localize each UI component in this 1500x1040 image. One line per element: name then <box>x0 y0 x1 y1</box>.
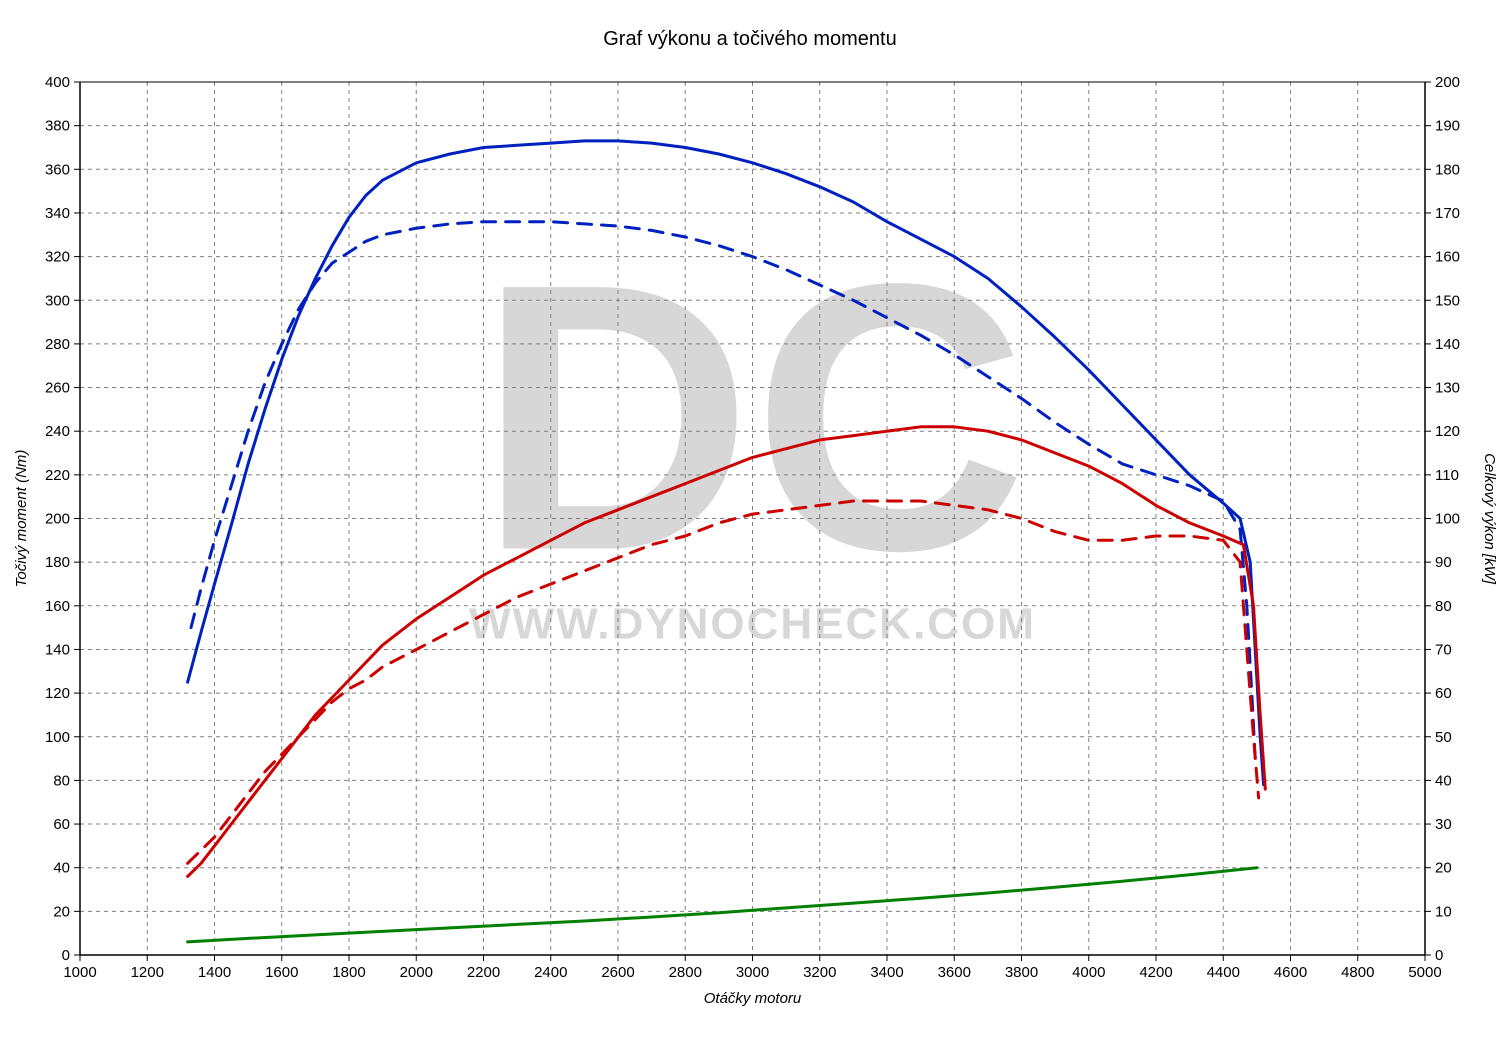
svg-text:4400: 4400 <box>1207 964 1240 981</box>
svg-text:3400: 3400 <box>870 964 903 981</box>
svg-text:2600: 2600 <box>601 964 634 981</box>
svg-text:140: 140 <box>1435 336 1460 353</box>
svg-text:3600: 3600 <box>938 964 971 981</box>
svg-text:120: 120 <box>1435 423 1460 440</box>
svg-text:1800: 1800 <box>332 964 365 981</box>
svg-text:200: 200 <box>45 511 70 528</box>
svg-text:160: 160 <box>45 598 70 615</box>
svg-text:360: 360 <box>45 161 70 178</box>
svg-text:10: 10 <box>1435 903 1452 920</box>
svg-text:200: 200 <box>1435 74 1460 91</box>
svg-text:1200: 1200 <box>131 964 164 981</box>
x-axis-label: Otáčky motoru <box>704 990 802 1007</box>
svg-text:2000: 2000 <box>400 964 433 981</box>
svg-text:180: 180 <box>1435 161 1460 178</box>
svg-text:4800: 4800 <box>1341 964 1374 981</box>
svg-text:5000: 5000 <box>1408 964 1441 981</box>
svg-text:4600: 4600 <box>1274 964 1307 981</box>
svg-text:50: 50 <box>1435 729 1452 746</box>
svg-text:130: 130 <box>1435 380 1460 397</box>
svg-text:40: 40 <box>1435 772 1452 789</box>
svg-text:1600: 1600 <box>265 964 298 981</box>
series-losses <box>188 868 1257 942</box>
svg-text:3000: 3000 <box>736 964 769 981</box>
svg-text:1400: 1400 <box>198 964 231 981</box>
svg-text:240: 240 <box>45 423 70 440</box>
y-axis-right-label: Celkový výkon [kW] <box>1481 453 1498 585</box>
svg-text:90: 90 <box>1435 554 1452 571</box>
y-axis-left-label: Točivý moment (Nm) <box>13 450 30 588</box>
chart-title: Graf výkonu a točivého momentu <box>0 28 1500 51</box>
svg-text:340: 340 <box>45 205 70 222</box>
svg-text:WWW.DYNOCHECK.COM: WWW.DYNOCHECK.COM <box>469 600 1036 649</box>
svg-text:260: 260 <box>45 380 70 397</box>
svg-text:380: 380 <box>45 118 70 135</box>
grid <box>80 82 1425 955</box>
svg-text:190: 190 <box>1435 118 1460 135</box>
svg-text:2400: 2400 <box>534 964 567 981</box>
svg-text:3200: 3200 <box>803 964 836 981</box>
svg-text:100: 100 <box>1435 511 1460 528</box>
svg-text:220: 220 <box>45 467 70 484</box>
svg-text:4000: 4000 <box>1072 964 1105 981</box>
svg-text:400: 400 <box>45 74 70 91</box>
svg-text:120: 120 <box>45 685 70 702</box>
svg-text:100: 100 <box>45 729 70 746</box>
svg-text:110: 110 <box>1435 467 1459 484</box>
svg-text:300: 300 <box>45 292 70 309</box>
svg-text:140: 140 <box>45 641 70 658</box>
dyno-chart: DCWWW.DYNOCHECK.COM100012001400160018002… <box>0 0 1500 1040</box>
svg-text:1000: 1000 <box>63 964 96 981</box>
svg-text:70: 70 <box>1435 641 1452 658</box>
svg-text:3800: 3800 <box>1005 964 1038 981</box>
svg-text:2800: 2800 <box>669 964 702 981</box>
svg-text:170: 170 <box>1435 205 1460 222</box>
svg-text:0: 0 <box>1435 947 1443 964</box>
svg-text:0: 0 <box>62 947 70 964</box>
svg-text:280: 280 <box>45 336 70 353</box>
svg-text:20: 20 <box>1435 860 1452 877</box>
svg-text:4200: 4200 <box>1139 964 1172 981</box>
svg-text:80: 80 <box>53 772 70 789</box>
svg-text:2200: 2200 <box>467 964 500 981</box>
svg-text:40: 40 <box>53 860 70 877</box>
svg-text:20: 20 <box>53 903 70 920</box>
svg-text:60: 60 <box>1435 685 1452 702</box>
svg-text:160: 160 <box>1435 249 1460 266</box>
svg-text:320: 320 <box>45 249 70 266</box>
svg-text:150: 150 <box>1435 292 1460 309</box>
svg-text:60: 60 <box>53 816 70 833</box>
svg-text:80: 80 <box>1435 598 1452 615</box>
svg-text:30: 30 <box>1435 816 1452 833</box>
svg-text:180: 180 <box>45 554 70 571</box>
